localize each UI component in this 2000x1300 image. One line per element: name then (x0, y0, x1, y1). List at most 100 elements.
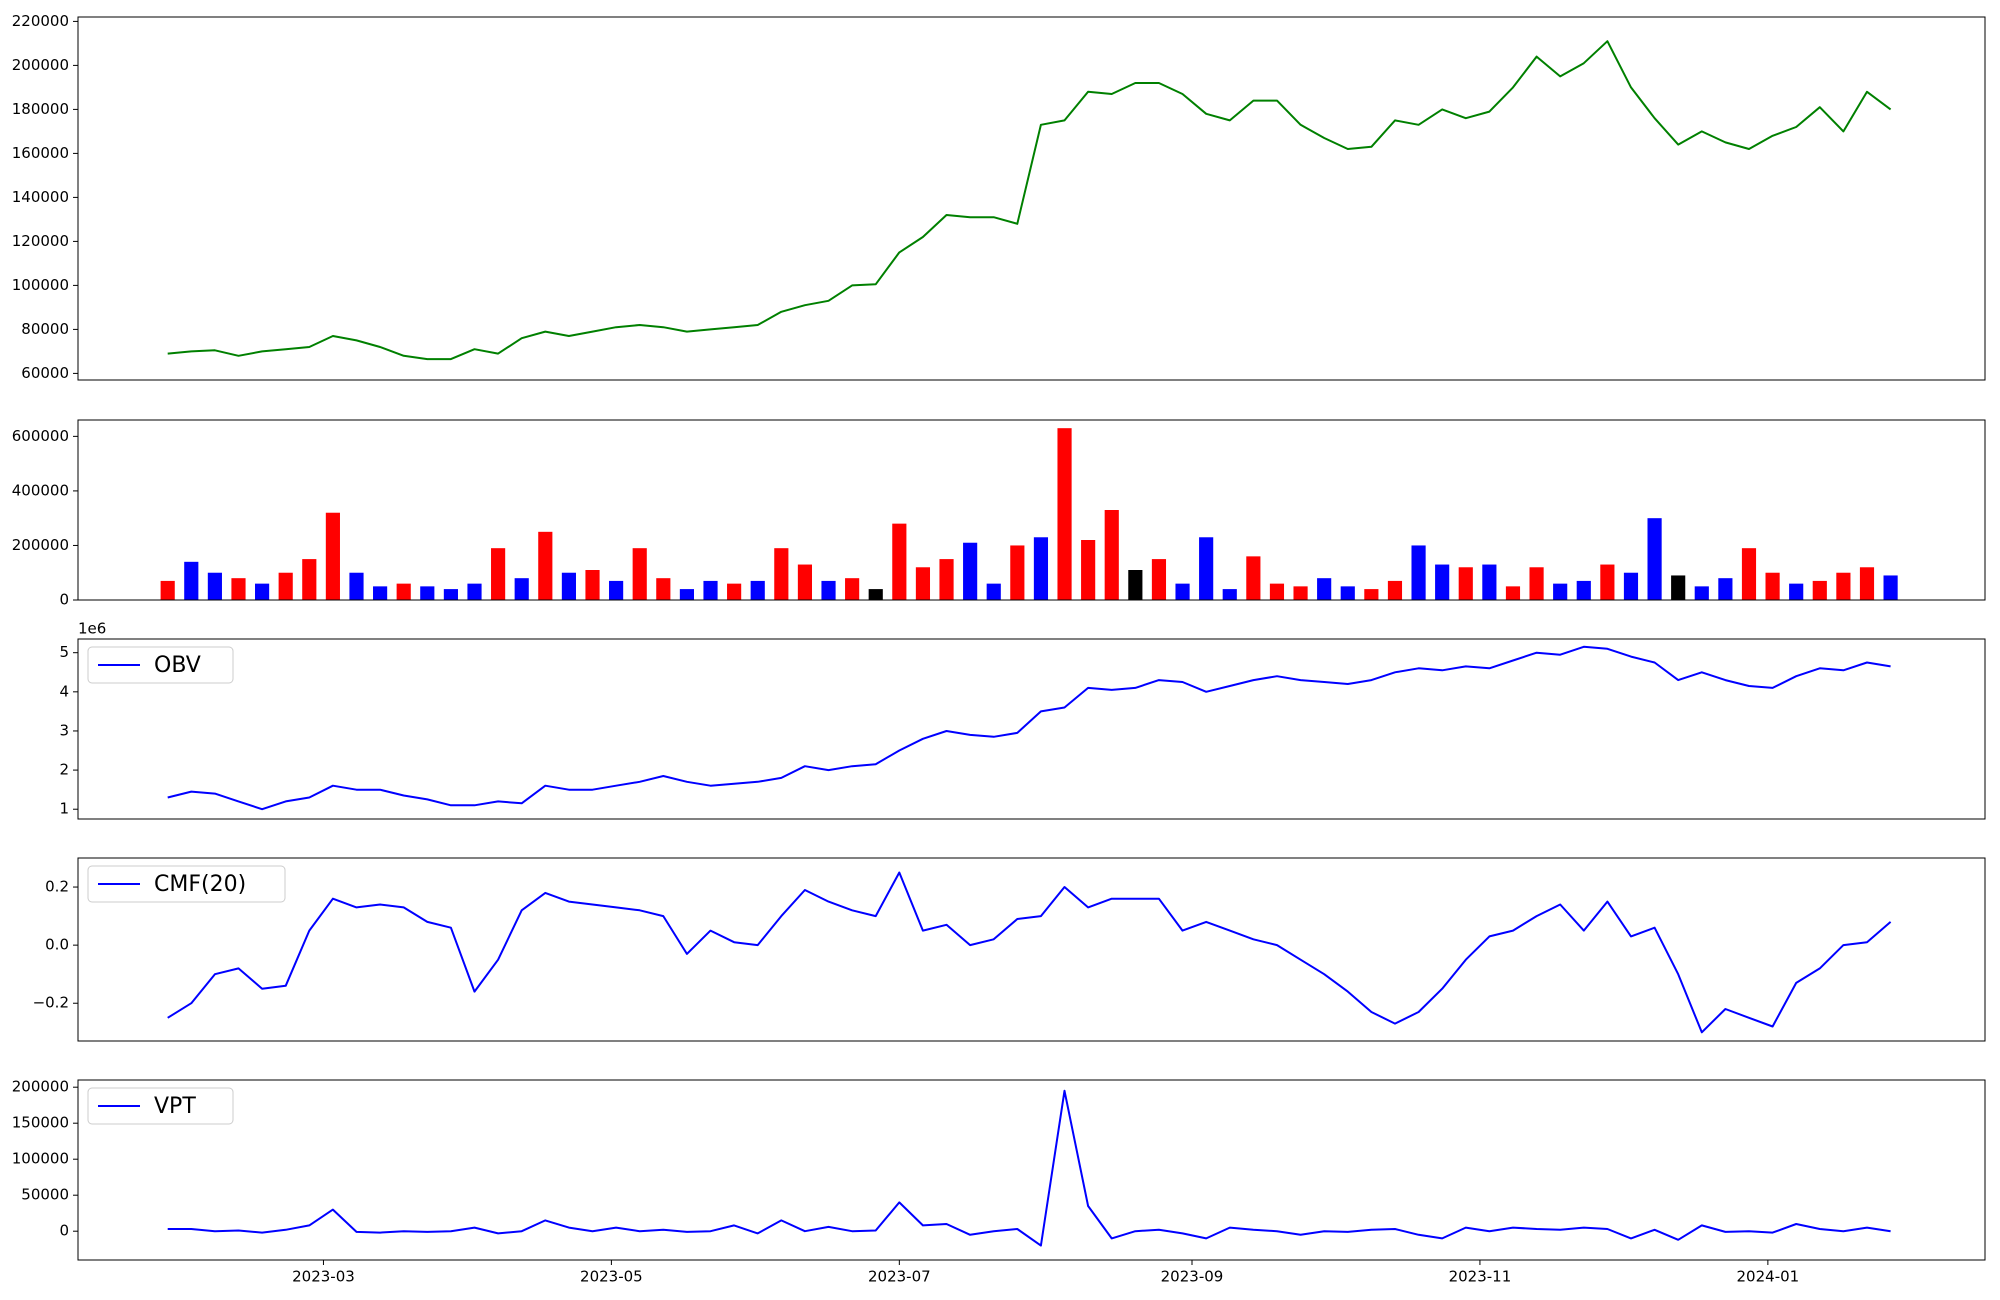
volume-bar (255, 583, 270, 600)
y-tick-label: 80000 (21, 320, 69, 338)
axis-offset-label: 1e6 (78, 620, 106, 638)
volume-bar (986, 583, 1001, 600)
volume-bar (1340, 586, 1355, 600)
y-tick-label: 180000 (12, 100, 69, 118)
volume-bar (774, 548, 789, 600)
volume-bar (1623, 572, 1639, 600)
volume-bar (679, 589, 694, 600)
volume-bar (609, 580, 624, 600)
volume-bar (1741, 548, 1757, 600)
volume-bar (1175, 583, 1190, 600)
volume-bar (1576, 580, 1591, 600)
volume-bar (632, 548, 647, 600)
volume-bar (703, 580, 718, 600)
x-tick-label: 2023-05 (580, 1268, 643, 1286)
volume-bar (1505, 586, 1521, 600)
volume-bar (1812, 580, 1827, 600)
volume-bar (420, 586, 435, 600)
volume-bar (302, 559, 317, 600)
y-tick-label: 0 (59, 1222, 69, 1240)
volume-bar (467, 583, 482, 600)
volume-bar (325, 512, 340, 600)
y-tick-label: 140000 (12, 188, 69, 206)
legend-box (87, 865, 286, 903)
volume-bar (797, 564, 813, 600)
y-tick-label: 2 (59, 761, 69, 779)
volume-bar (1128, 570, 1143, 600)
plot-frame (77, 1079, 1986, 1261)
y-tick-label: 120000 (12, 232, 69, 250)
volume-bar (1694, 586, 1709, 600)
volume-bar (1482, 564, 1497, 600)
volume-bar (1789, 583, 1804, 600)
volume-bar (514, 578, 529, 600)
volume-bar (1246, 556, 1261, 600)
volume-bar (1529, 567, 1544, 600)
volume-bar (1317, 578, 1332, 600)
volume-bar (561, 572, 576, 600)
volume-bar (915, 567, 931, 600)
legend-box (87, 646, 234, 684)
volume-bar (1435, 564, 1450, 600)
x-tick-label: 2023-07 (868, 1268, 931, 1286)
y-tick-label: 60000 (21, 364, 69, 382)
volume-bar (349, 572, 364, 600)
volume-bar (538, 531, 553, 600)
volume-bar (491, 548, 506, 600)
y-tick-label: 160000 (12, 144, 69, 162)
volume-bar (1104, 510, 1119, 600)
data-line (167, 40, 1892, 361)
volume-bar (1081, 540, 1096, 600)
volume-bar (1458, 567, 1473, 600)
volume-bar (656, 578, 671, 600)
y-tick-label: 5 (59, 643, 69, 661)
x-tick-label: 2023-11 (1449, 1268, 1512, 1286)
volume-bar (892, 523, 907, 600)
y-tick-label: 200000 (12, 536, 69, 554)
volume-bar (1718, 578, 1733, 600)
y-tick-label: 4 (59, 682, 69, 700)
volume-bar (373, 586, 388, 600)
plot-frame (77, 419, 1986, 601)
volume-bar (278, 572, 293, 600)
volume-bar (963, 542, 978, 600)
y-tick-label: 0.2 (45, 878, 69, 896)
y-tick-label: 150000 (12, 1114, 69, 1132)
y-tick-label: 400000 (12, 481, 69, 499)
legend-label: CMF(20) (154, 872, 246, 897)
volume-bar (727, 583, 742, 600)
y-tick-label: 200000 (12, 56, 69, 74)
volume-bar (1859, 567, 1875, 600)
volume-bar (1411, 545, 1426, 600)
volume-bar (1387, 580, 1403, 600)
volume-bar (207, 572, 222, 600)
volume-bar (1600, 564, 1615, 600)
volume-bar (1364, 589, 1379, 600)
volume-bar (750, 580, 765, 600)
volume-bar (939, 559, 954, 600)
volume-bar (821, 580, 836, 600)
volume-bar (1222, 589, 1237, 600)
volume-bar (1647, 518, 1662, 600)
volume-bar (1553, 583, 1568, 600)
x-tick-label: 2024-01 (1737, 1268, 1800, 1286)
volume-bar (443, 589, 458, 600)
volume-bar (1033, 537, 1049, 600)
y-tick-label: −0.2 (33, 994, 69, 1012)
y-tick-label: 50000 (21, 1186, 69, 1204)
volume-bar (396, 583, 411, 600)
x-tick-label: 2023-09 (1161, 1268, 1224, 1286)
volume-bar (160, 580, 175, 600)
volume-bar (184, 561, 199, 600)
y-tick-label: 0.0 (45, 936, 69, 954)
volume-bar (1671, 575, 1686, 600)
volume-bar (1010, 545, 1025, 600)
legend-label: VPT (154, 1094, 196, 1119)
y-tick-label: 200000 (12, 1078, 69, 1096)
y-tick-label: 600000 (12, 427, 69, 445)
plot-frame (77, 638, 1986, 820)
y-tick-label: 220000 (12, 12, 69, 30)
plot-frame (77, 16, 1986, 381)
volume-bar (1151, 559, 1167, 600)
